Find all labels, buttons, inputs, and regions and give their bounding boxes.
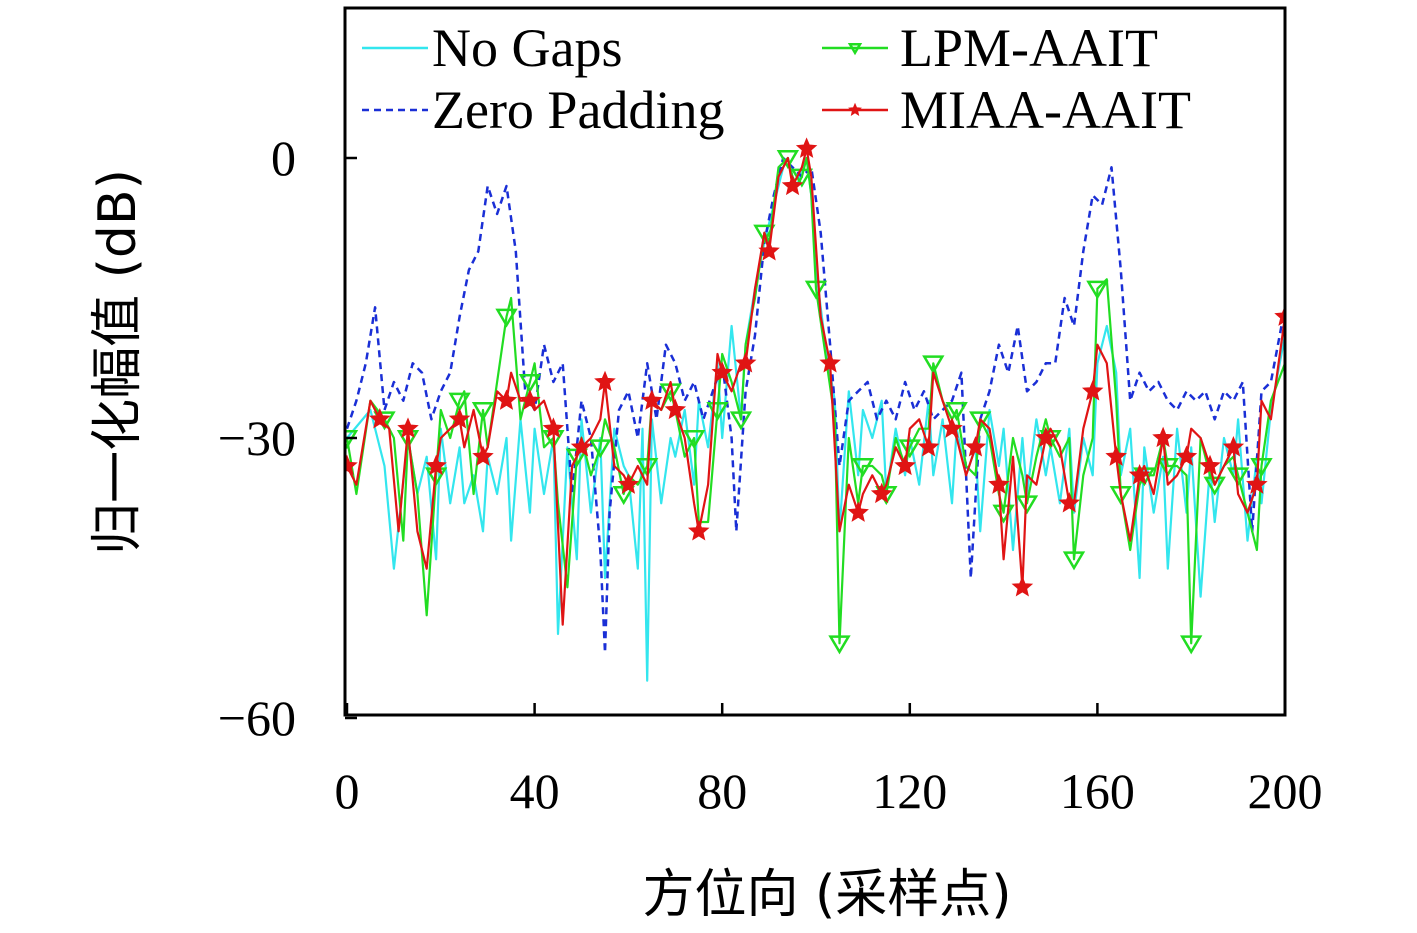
data-point-miaa-aait: [472, 445, 494, 466]
data-point-miaa-aait: [870, 482, 893, 504]
series-line-zero-padding: [345, 156, 1285, 654]
series-zero-padding: [345, 156, 1285, 654]
data-point-lpm-aait: [448, 392, 471, 412]
x-tick-label: 80: [697, 763, 747, 819]
data-point-miaa-aait: [542, 417, 565, 438]
data-point-lpm-aait: [636, 458, 659, 478]
data-point-miaa-aait: [758, 239, 780, 261]
data-point-miaa-aait: [1199, 454, 1221, 476]
data-point-lpm-aait: [729, 411, 753, 431]
data-point-miaa-aait: [495, 389, 518, 410]
x-tick-label: 40: [510, 763, 560, 819]
legend-label: LPM-AAIT: [900, 18, 1158, 78]
y-tick-label: −60: [218, 690, 296, 746]
legend-label: MIAA-AAIT: [900, 80, 1191, 140]
data-point-lpm-aait: [1226, 467, 1250, 487]
data-point-miaa-aait: [1128, 463, 1151, 485]
data-point-miaa-aait: [917, 435, 940, 457]
data-point-lpm-aait: [922, 355, 945, 375]
data-point-miaa-aait: [1081, 379, 1104, 401]
data-point-lpm-aait: [969, 411, 992, 431]
series-line-miaa-aait: [346, 147, 1285, 626]
data-point-miaa-aait: [425, 454, 447, 476]
data-point-miaa-aait: [664, 398, 687, 420]
data-point-miaa-aait: [795, 137, 818, 158]
data-point-lpm-aait: [471, 402, 495, 422]
data-point-miaa-aait: [1105, 445, 1127, 466]
data-point-miaa-aait: [397, 417, 419, 438]
x-axis-label: 方位向 (采样点): [642, 865, 1011, 925]
data-point-miaa-aait: [1011, 575, 1034, 597]
data-point-lpm-aait: [828, 635, 851, 655]
data-point-lpm-aait: [1180, 635, 1203, 655]
x-tick-label: 0: [335, 763, 360, 819]
data-point-miaa-aait: [641, 389, 663, 410]
data-point-miaa-aait: [894, 454, 916, 476]
data-point-lpm-aait: [682, 430, 706, 450]
data-point-lpm-aait: [589, 439, 612, 459]
legend-entry-zero-padding: Zero Padding: [362, 80, 724, 140]
data-point-miaa-aait: [711, 361, 733, 382]
data-point-lpm-aait: [776, 150, 800, 170]
data-point-lpm-aait: [1086, 280, 1109, 300]
data-point-miaa-aait: [1035, 426, 1057, 448]
data-point-miaa-aait: [1152, 426, 1174, 448]
series-miaa-aait: [345, 137, 1285, 626]
data-point-miaa-aait: [734, 351, 757, 373]
data-point-lpm-aait: [518, 374, 542, 394]
x-tick-label: 120: [872, 763, 947, 819]
data-point-miaa-aait: [687, 519, 710, 541]
legend-entry-miaa-aait: MIAA-AAIT: [822, 80, 1191, 140]
data-point-lpm-aait: [753, 224, 776, 244]
data-point-miaa-aait: [1058, 491, 1081, 513]
x-tick-label: 160: [1060, 763, 1135, 819]
data-point-miaa-aait: [345, 454, 358, 476]
y-axis-label: 归一化幅值 (dB): [88, 169, 148, 555]
x-tick-label: 200: [1248, 763, 1323, 819]
data-point-lpm-aait: [495, 308, 518, 328]
data-point-miaa-aait: [781, 174, 804, 196]
legend-entry-no-gaps: No Gaps: [362, 18, 622, 78]
data-point-miaa-aait: [819, 351, 841, 373]
legend-label: Zero Padding: [432, 80, 724, 140]
data-point-miaa-aait: [964, 435, 987, 457]
data-point-miaa-aait: [369, 407, 391, 429]
data-point-miaa-aait: [1222, 435, 1245, 457]
data-point-miaa-aait: [1246, 473, 1268, 494]
legend-marker: [848, 102, 862, 116]
legend-label: No Gaps: [432, 18, 622, 78]
data-point-miaa-aait: [941, 417, 963, 438]
data-point-miaa-aait: [847, 501, 869, 522]
data-point-lpm-aait: [804, 280, 828, 300]
data-point-lpm-aait: [851, 458, 875, 478]
data-point-lpm-aait: [898, 439, 921, 459]
data-point-miaa-aait: [988, 473, 1010, 494]
data-point-lpm-aait: [1156, 458, 1179, 478]
data-point-miaa-aait: [448, 407, 471, 429]
data-point-lpm-aait: [1203, 476, 1226, 496]
data-point-lpm-aait: [945, 402, 968, 422]
data-point-miaa-aait: [617, 473, 640, 494]
plot-frame: [343, 6, 1287, 717]
data-point-miaa-aait: [594, 370, 616, 392]
data-point-miaa-aait: [1274, 305, 1285, 326]
legend-entry-lpm-aait: LPM-AAIT: [822, 18, 1158, 78]
y-tick-label: 0: [271, 130, 296, 186]
data-point-miaa-aait: [1175, 445, 1198, 466]
axis-ticks: 0 40 80 120 160 200 0 −30 −60: [218, 130, 1323, 819]
series-lpm-aait: [345, 150, 1285, 655]
legend-marker: [847, 43, 863, 56]
data-point-lpm-aait: [1062, 551, 1086, 571]
y-tick-label: −30: [218, 410, 296, 466]
data-point-miaa-aait: [519, 389, 541, 410]
plot-area: [345, 137, 1285, 682]
data-point-miaa-aait: [570, 435, 593, 457]
